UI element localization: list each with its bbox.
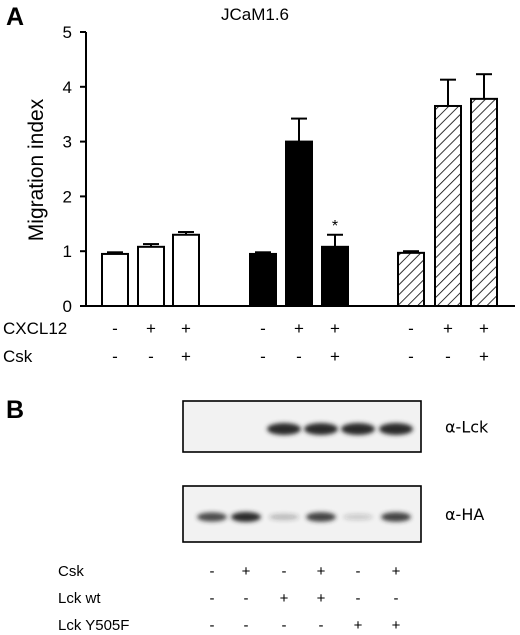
blot-band bbox=[269, 513, 299, 521]
condition-sign: - bbox=[356, 590, 361, 607]
blot-label: α-HA bbox=[445, 505, 484, 524]
condition-sign: + bbox=[181, 347, 191, 366]
condition-sign: + bbox=[354, 617, 363, 634]
blot-band bbox=[381, 512, 411, 522]
bar-open bbox=[101, 252, 129, 308]
condition-sign: - bbox=[210, 590, 215, 607]
condition-sign: - bbox=[408, 319, 414, 338]
condition-sign: + bbox=[392, 563, 401, 580]
condition-sign: + bbox=[330, 319, 340, 338]
condition-sign: + bbox=[242, 563, 251, 580]
y-tick-label: 2 bbox=[63, 187, 72, 206]
blots: α-Lck α-HA bbox=[182, 400, 489, 543]
condition-sign: - bbox=[356, 563, 361, 580]
blot-band bbox=[304, 423, 338, 435]
bar-hatched bbox=[470, 97, 498, 307]
condition-sign: + bbox=[392, 617, 401, 634]
condition-label: CXCL12 bbox=[3, 319, 67, 338]
condition-sign: - bbox=[210, 617, 215, 634]
y-tick-label: 1 bbox=[63, 242, 72, 261]
condition-sign: + bbox=[317, 590, 326, 607]
condition-sign: - bbox=[408, 347, 414, 366]
blot-band bbox=[343, 513, 373, 521]
condition-sign: - bbox=[296, 347, 302, 366]
condition-sign: + bbox=[330, 347, 340, 366]
condition-sign: - bbox=[210, 563, 215, 580]
condition-sign: + bbox=[443, 319, 453, 338]
blot-band bbox=[197, 512, 227, 522]
condition-sign: - bbox=[394, 590, 399, 607]
blot-band bbox=[231, 512, 261, 522]
condition-sign: - bbox=[244, 617, 249, 634]
y-tick-label: 5 bbox=[63, 23, 72, 42]
condition-label: Lck Y505F bbox=[58, 617, 129, 634]
condition-sign: + bbox=[181, 319, 191, 338]
y-axis-title: Migration index bbox=[25, 98, 48, 241]
panel-a-letter: A bbox=[6, 3, 24, 31]
condition-label: Csk bbox=[3, 347, 33, 366]
panel-b-condition-rows: Csk - + - + - + Lck wt - - + + - - Lck Y505F - - - - + + bbox=[58, 563, 401, 634]
panel-b-letter: B bbox=[6, 396, 24, 424]
significance-star: * bbox=[332, 218, 338, 235]
condition-sign: - bbox=[112, 347, 118, 366]
bar-open bbox=[172, 233, 200, 307]
condition-sign: + bbox=[317, 563, 326, 580]
y-tick-label: 4 bbox=[63, 78, 72, 97]
condition-sign: - bbox=[282, 563, 287, 580]
bars: * bbox=[101, 73, 498, 308]
bar-hatched bbox=[434, 104, 462, 308]
y-tick-label: 0 bbox=[63, 297, 72, 316]
condition-label: Csk bbox=[58, 563, 84, 580]
condition-sign: + bbox=[146, 319, 156, 338]
chart-title: JCaM1.6 bbox=[221, 5, 289, 24]
condition-sign: - bbox=[260, 319, 266, 338]
blot-band bbox=[306, 512, 336, 522]
bar-hatched bbox=[397, 251, 425, 307]
bar-filled bbox=[285, 140, 313, 307]
condition-sign: + bbox=[294, 319, 304, 338]
condition-sign: - bbox=[112, 319, 118, 338]
condition-sign: + bbox=[479, 319, 489, 338]
y-ticks: 0 1 2 3 4 5 bbox=[63, 23, 86, 316]
condition-sign: - bbox=[445, 347, 451, 366]
condition-sign: - bbox=[260, 347, 266, 366]
blot-band bbox=[267, 423, 301, 435]
condition-sign: - bbox=[244, 590, 249, 607]
condition-label: Lck wt bbox=[58, 590, 101, 607]
condition-sign: + bbox=[280, 590, 289, 607]
condition-sign: - bbox=[282, 617, 287, 634]
blot-band bbox=[341, 423, 375, 435]
condition-sign: + bbox=[479, 347, 489, 366]
condition-sign: - bbox=[319, 617, 324, 634]
bar-open bbox=[137, 245, 165, 307]
bar-filled bbox=[321, 245, 349, 307]
blot-band bbox=[379, 423, 413, 435]
bar-filled bbox=[249, 252, 277, 308]
condition-sign: - bbox=[148, 347, 154, 366]
y-tick-label: 3 bbox=[63, 133, 72, 152]
panel-a-condition-rows: CXCL12 - + + - + + - + + Csk - - + - - + - - + bbox=[3, 319, 489, 366]
blot-label: α-Lck bbox=[445, 418, 489, 437]
